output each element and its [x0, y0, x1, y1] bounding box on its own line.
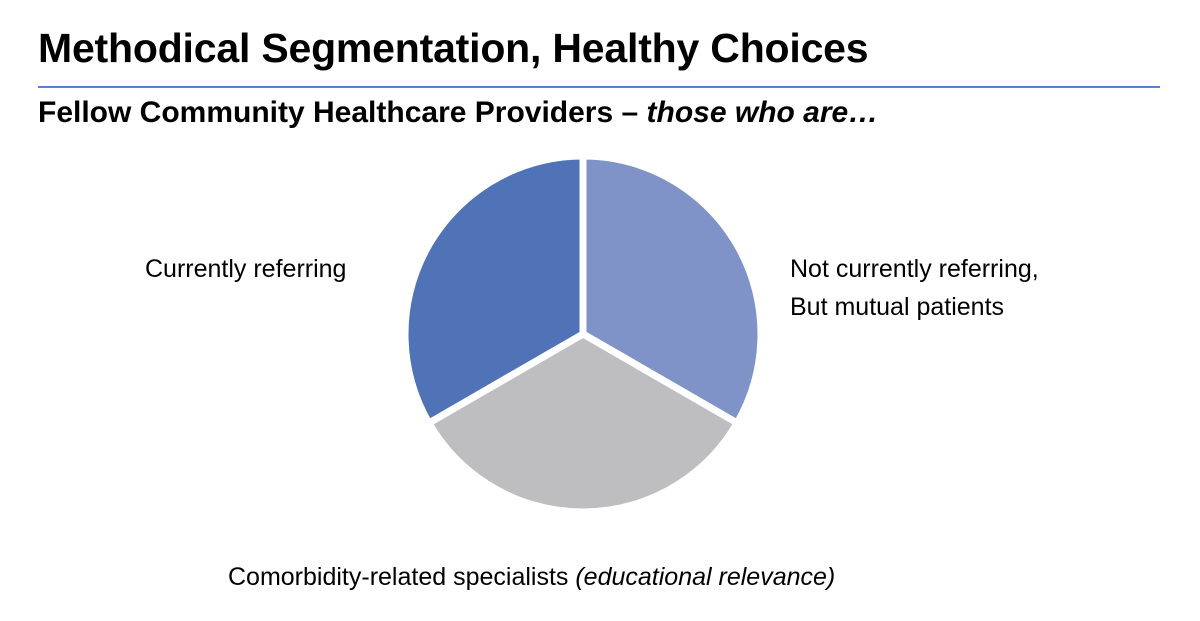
- pie-slice-comorbidity-specialists: [424, 329, 742, 516]
- slice-label-line: But mutual patients: [790, 293, 1005, 321]
- slice-label-comorbidity-specialists: Comorbidity-related specialists (educati…: [228, 558, 835, 596]
- slice-label-line: Not currently referring,: [790, 255, 1039, 283]
- slice-label-currently-referring: Currently referring: [145, 250, 346, 288]
- page-subtitle: Fellow Community Healthcare Providers – …: [38, 98, 878, 128]
- slice-label-emphasis-text: (educational relevance): [575, 563, 836, 591]
- slice-label-line: Currently referring: [145, 255, 347, 283]
- page-title: Methodical Segmentation, Healthy Choices: [38, 25, 869, 71]
- slice-label-main-text: Comorbidity-related specialists: [228, 563, 576, 591]
- title-divider: [38, 86, 1160, 88]
- subtitle-emphasis-text: those who are…: [646, 96, 879, 129]
- pie-slice-currently-referring: [401, 152, 587, 428]
- subtitle-main-text: Fellow Community Healthcare Providers –: [38, 96, 647, 129]
- slice-label-not-currently-referring: Not currently referring, But mutual pati…: [790, 250, 1039, 326]
